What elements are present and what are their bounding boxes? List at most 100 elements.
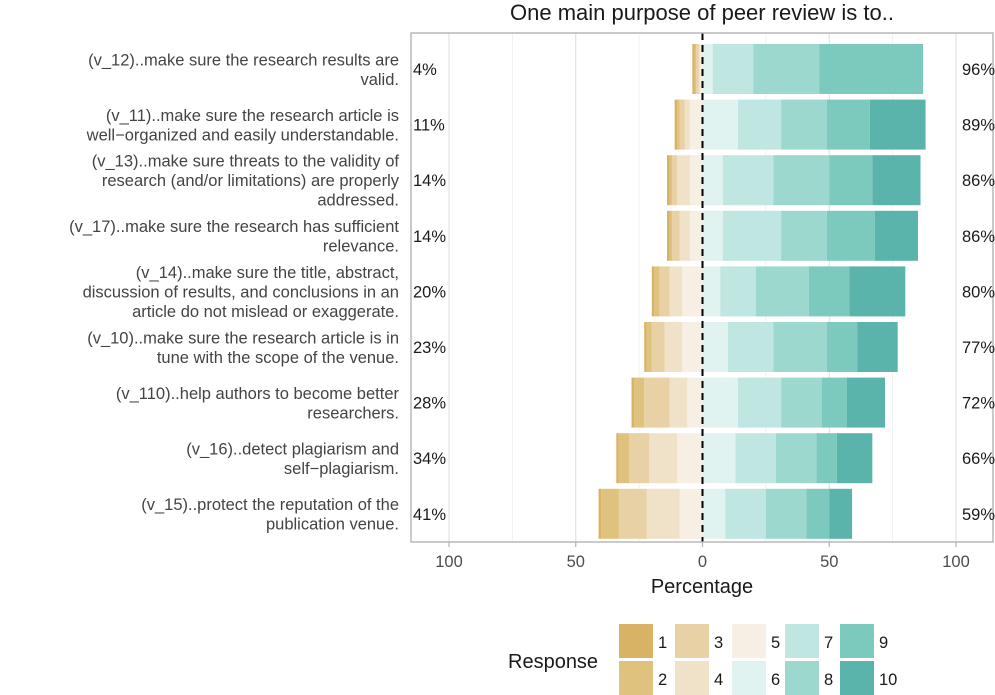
bar-segment: [872, 155, 921, 206]
bar-segment: [702, 377, 738, 428]
bar-segment: [687, 377, 703, 428]
bar-segment: [696, 44, 699, 94]
chart-title: One main purpose of peer review is to..: [510, 0, 894, 25]
bar-segment: [601, 488, 619, 539]
bar-segment: [712, 44, 754, 94]
left-percent-label: 28%: [413, 395, 446, 413]
bar-segment: [702, 210, 723, 261]
bar-segment: [821, 377, 847, 428]
bar-segment: [631, 377, 635, 428]
bar-segment: [826, 322, 858, 372]
bar-segment: [826, 99, 870, 150]
right-percent-label: 86%: [962, 228, 995, 246]
legend-label: 8: [824, 671, 833, 689]
x-tick-label: 0: [698, 553, 707, 571]
bar-segment: [781, 99, 827, 150]
bar-segment: [765, 488, 807, 539]
bar-segment: [669, 155, 673, 206]
bar-segment: [846, 377, 886, 428]
right-percent-label: 59%: [962, 506, 995, 524]
bar-segment: [819, 44, 924, 94]
bar-segment: [720, 266, 756, 317]
bar-segments: [598, 44, 926, 539]
bar-segment: [737, 377, 782, 428]
bar-segment: [651, 266, 655, 317]
bar-segment: [702, 44, 713, 94]
bar-segment: [773, 155, 830, 206]
right-percent-label: 86%: [962, 172, 995, 190]
legend-key: [619, 624, 653, 658]
right-percent-label: 80%: [962, 283, 995, 301]
bar-segment: [664, 322, 683, 372]
category-label: (v_10)..make sure the research article i…: [87, 329, 399, 367]
bar-segment: [672, 155, 678, 206]
bar-segment: [781, 377, 822, 428]
bar-segment: [667, 210, 670, 261]
bar-segment: [679, 488, 703, 539]
bar-segment: [634, 377, 645, 428]
bar-segment: [725, 488, 766, 539]
legend-key: [785, 661, 819, 695]
bar-segment: [679, 210, 690, 261]
bar-segment: [735, 433, 777, 484]
bar-segment: [654, 266, 660, 317]
bar-segment: [702, 99, 738, 150]
category-label: (v_15)..protect the reputation of the pub…: [141, 496, 399, 534]
bar-segment: [874, 210, 918, 261]
bar-segment: [677, 433, 703, 484]
legend-label: 6: [771, 671, 780, 689]
bar-segment: [669, 377, 688, 428]
bar-segment: [616, 433, 619, 484]
legend-label: 1: [658, 634, 667, 652]
bar-segment: [667, 155, 670, 206]
bar-segment: [836, 433, 873, 484]
bar-segment: [618, 488, 647, 539]
category-label: (v_110)..help authors to become better re…: [116, 385, 400, 423]
legend: 1 2 3 4 5 6 7 8 9 10: [619, 624, 897, 695]
bar-segment: [722, 155, 774, 206]
x-axis-label: Percentage: [651, 576, 753, 598]
bar-segment: [702, 266, 721, 317]
bar-segment: [669, 210, 673, 261]
x-tick-label: 50: [820, 553, 838, 571]
bar-segment: [679, 99, 685, 150]
left-percent-label: 14%: [413, 172, 446, 190]
bar-segment: [755, 266, 809, 317]
x-tick-label: 50: [567, 553, 585, 571]
bar-segment: [737, 99, 782, 150]
legend-key: [840, 624, 874, 658]
bar-segment: [869, 99, 926, 150]
bar-segment: [857, 322, 898, 372]
bar-segment: [826, 210, 875, 261]
bar-segment: [677, 155, 690, 206]
bar-segment: [849, 266, 906, 317]
legend-label: 10: [879, 671, 897, 689]
legend-key: [732, 624, 766, 658]
legend-key: [785, 624, 819, 658]
bar-segment: [773, 322, 827, 372]
bar-segment: [753, 44, 820, 94]
bar-segment: [727, 322, 774, 372]
bar-segment: [702, 433, 736, 484]
bar-segment: [644, 322, 647, 372]
category-label: (v_12)..make sure the research results a…: [88, 51, 399, 89]
bar-segment: [646, 488, 680, 539]
legend-label: 7: [824, 634, 833, 652]
percent-labels: 4% 96% 11% 89% 14% 86% 14% 86% 20% 80% 23% 77% 28% 72…: [413, 61, 995, 524]
bar-segment: [829, 488, 853, 539]
legend-label: 9: [879, 634, 888, 652]
legend-title: Response: [508, 651, 598, 673]
left-percent-label: 14%: [413, 228, 446, 246]
bar-segment: [699, 44, 703, 94]
x-tick-label: 100: [942, 553, 970, 571]
bar-segment: [618, 433, 629, 484]
right-percent-label: 72%: [962, 395, 995, 413]
bar-segment: [684, 99, 690, 150]
legend-key: [619, 661, 653, 695]
bar-segment: [702, 155, 723, 206]
left-percent-label: 4%: [413, 61, 437, 79]
bar-segment: [659, 266, 670, 317]
bar-segment: [694, 44, 697, 94]
legend-label: 5: [771, 634, 780, 652]
